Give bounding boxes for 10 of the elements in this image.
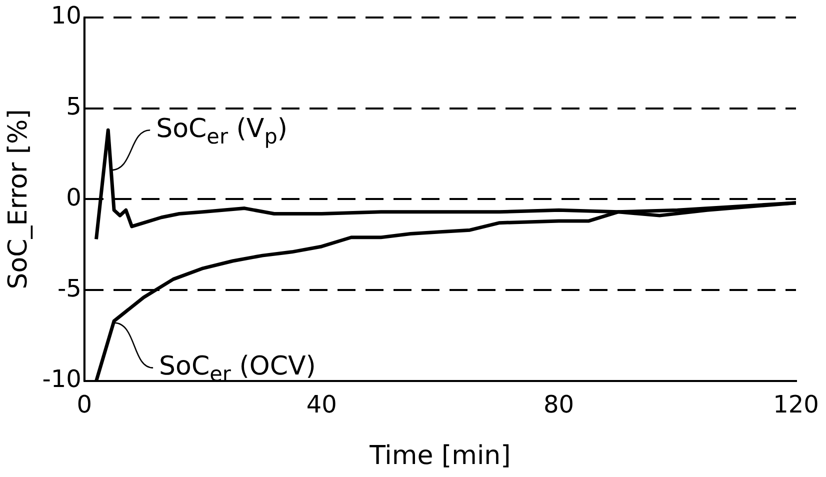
y-tick-label: -10 — [42, 365, 82, 394]
y-axis-title: SoC_Error [%] — [3, 109, 34, 290]
x-tick-label: 40 — [306, 390, 337, 419]
y-tick-label: -5 — [57, 274, 82, 302]
x-tick-label: 120 — [773, 390, 819, 419]
x-axis-title: Time [min] — [368, 441, 511, 472]
y-tick-label: 0 — [66, 183, 82, 212]
y-tick-label: 5 — [66, 92, 82, 121]
x-tick-label: 80 — [544, 390, 574, 419]
y-tick-label: 10 — [50, 2, 82, 30]
